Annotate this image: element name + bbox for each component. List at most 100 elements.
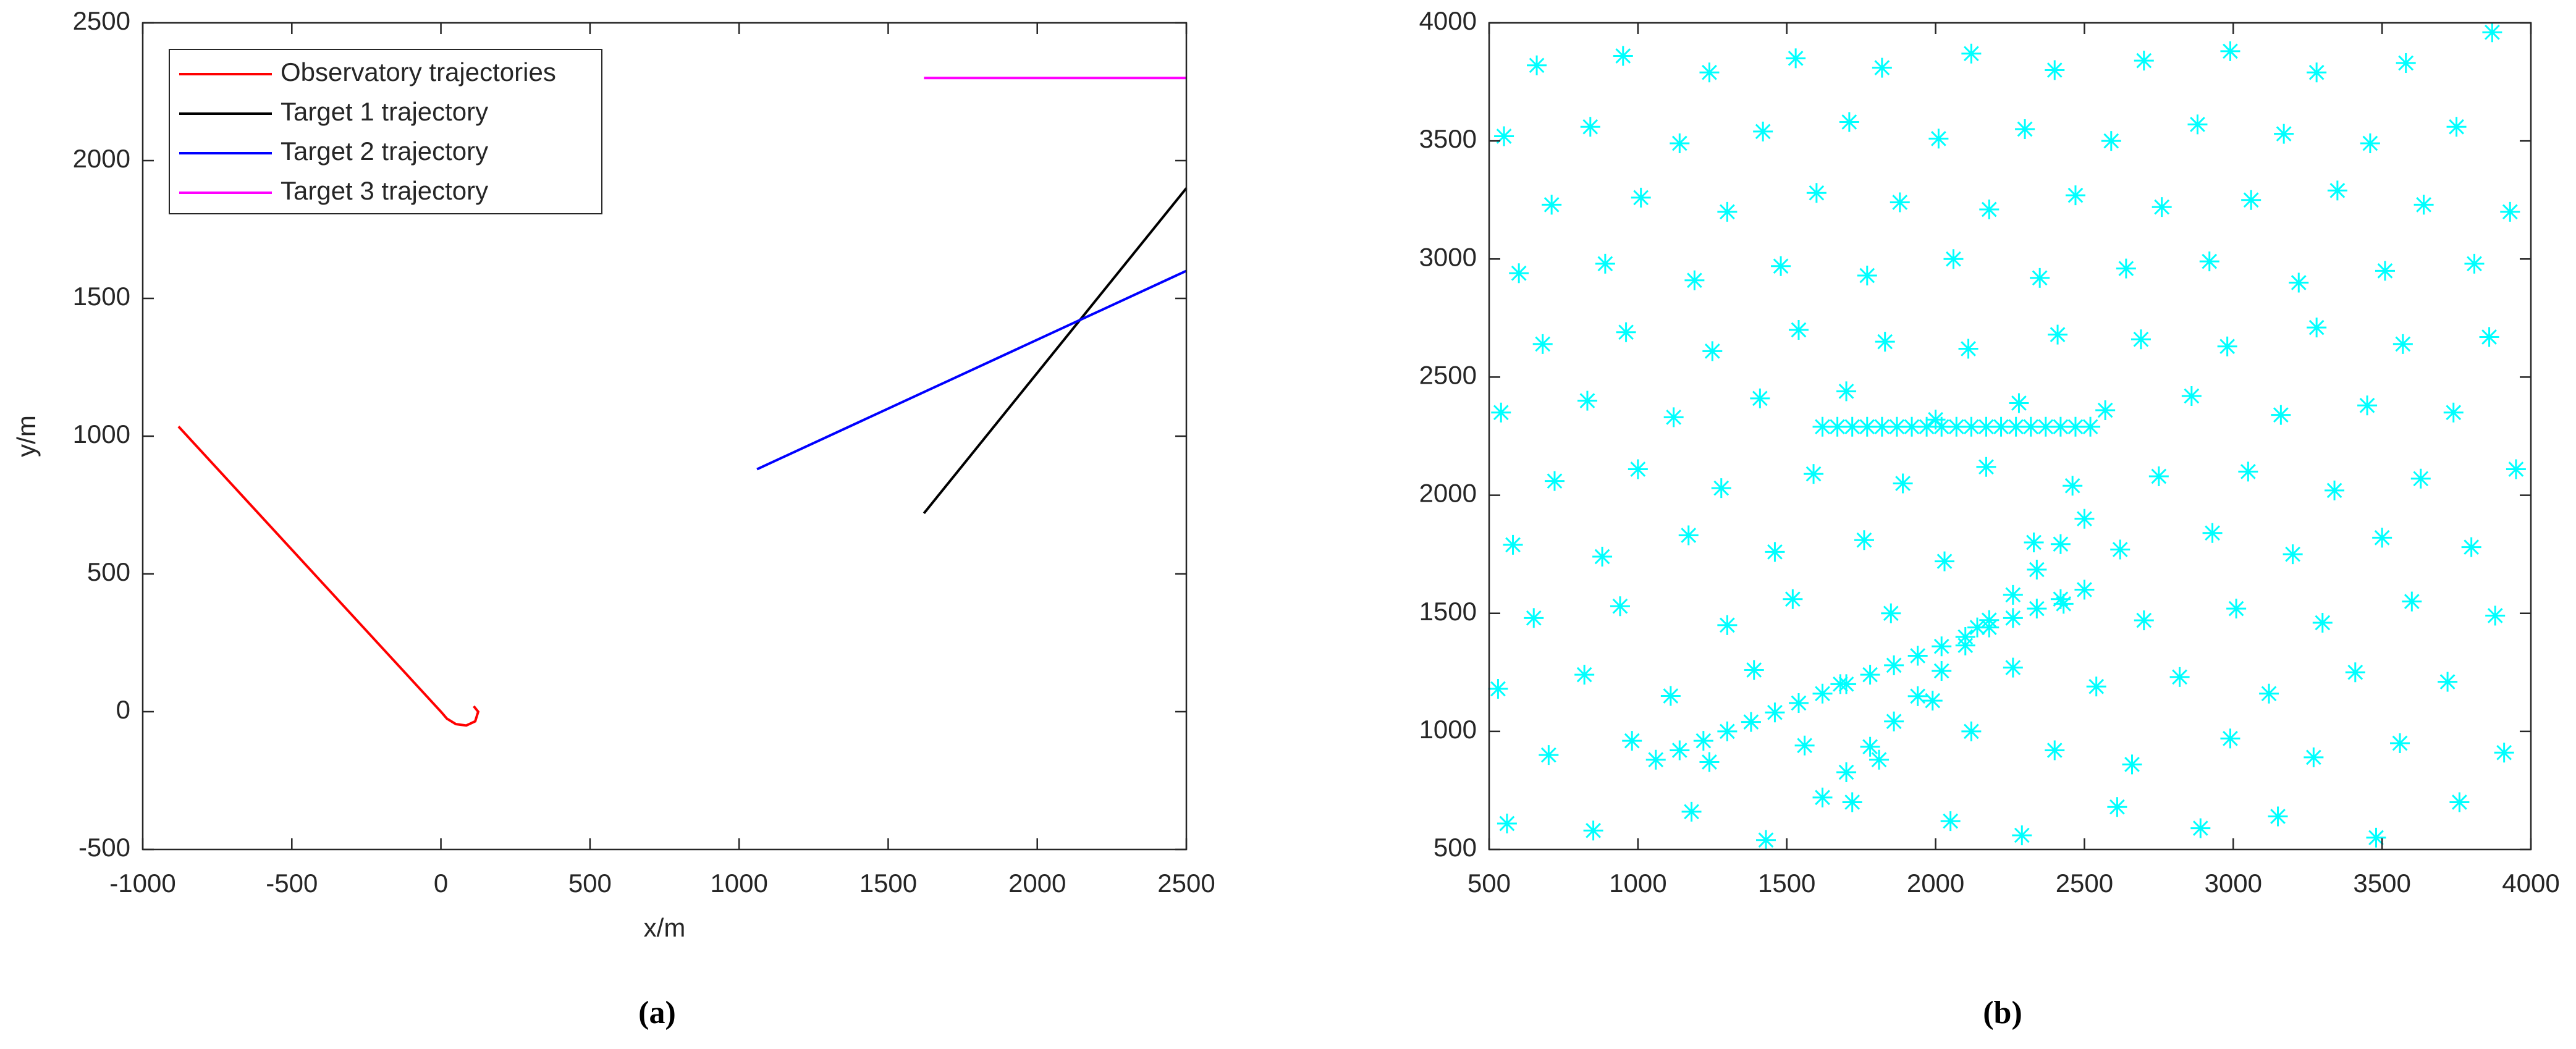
scatter-point: [2187, 114, 2208, 135]
scatter-point: [1503, 534, 1523, 555]
x-tick-label: 0: [434, 869, 448, 898]
scatter-point: [1842, 792, 1862, 812]
scatter-point: [1783, 589, 1803, 609]
y-tick-label: 1500: [1419, 597, 1477, 626]
scatter-point: [2199, 251, 2219, 272]
scatter-point: [1678, 525, 1699, 546]
scatter-point: [1907, 686, 1928, 706]
scatter-point: [2506, 459, 2526, 479]
legend-label: Target 3 trajectory: [281, 176, 488, 205]
scatter-point: [2402, 591, 2422, 612]
scatter-point: [1592, 546, 1613, 567]
scatter-point: [1660, 686, 1681, 706]
scatter-point: [2027, 599, 2047, 619]
scatter-point: [1917, 416, 1937, 437]
scatter-point: [2479, 327, 2499, 347]
scatter-point: [1628, 459, 1648, 479]
subplot: -1000 -500 0 500 1000 1500 2000 2500 -500 0 500 100…: [12, 6, 1215, 1030]
scatter-point: [2116, 258, 2136, 279]
scatter-point: [2241, 190, 2261, 210]
scatter-point: [2003, 657, 2023, 678]
caption: (a): [638, 995, 676, 1030]
scatter-point: [1771, 256, 1791, 276]
scatter-point: [2086, 676, 2106, 697]
scatter-point: [1976, 457, 1996, 477]
scatter-point: [2190, 818, 2211, 838]
x-tick-label: -500: [266, 869, 318, 898]
scatter-point: [1527, 55, 1547, 75]
scatter-point: [1979, 617, 2000, 638]
scatter-point: [1753, 121, 1773, 141]
scatter-point: [1788, 319, 1809, 340]
scatter-point: [2048, 324, 2068, 345]
scatter-point: [2107, 797, 2127, 817]
scatter-point: [2030, 268, 2050, 288]
scatter-point: [2074, 579, 2095, 600]
legend-box: [169, 49, 602, 214]
x-axis-label: x/m: [644, 913, 686, 942]
scatter-point: [2307, 62, 2327, 83]
scatter-point: [2345, 662, 2365, 683]
scatter-point: [1670, 133, 1690, 153]
scatter-point: [2035, 416, 2056, 437]
scatter-point: [1765, 702, 1785, 723]
scatter-point: [2226, 599, 2247, 619]
scatter-point: [1836, 381, 1857, 402]
scatter-point: [2413, 195, 2434, 215]
scatter-point: [1494, 126, 1514, 146]
scatter-point: [1943, 249, 1964, 269]
scatter-point: [2375, 261, 2395, 281]
scatter-point: [2027, 559, 2047, 579]
scatter-point: [1532, 334, 1553, 354]
scatter-point: [2130, 329, 2151, 350]
scatter-point: [2494, 743, 2514, 763]
scatter-point: [1542, 195, 1562, 215]
caption: (b): [1983, 995, 2022, 1030]
scatter-point: [2259, 683, 2279, 704]
scatter-point: [1497, 813, 1517, 833]
scatter-point: [1524, 608, 1544, 628]
scatter-point: [2268, 806, 2288, 827]
scatter-point: [1711, 478, 1731, 499]
scatter-point: [2289, 272, 2309, 293]
scatter-point: [2449, 792, 2470, 812]
scatter-point: [2006, 416, 2026, 437]
scatter-point: [1812, 683, 1833, 704]
scatter-point: [2392, 334, 2413, 354]
legend-label: Target 1 trajectory: [281, 97, 488, 126]
scatter-point: [2390, 733, 2410, 753]
scatter-point: [1765, 542, 1785, 562]
scatter-point: [2357, 395, 2378, 416]
scatter-point: [2500, 201, 2520, 222]
scatter-point: [2372, 528, 2392, 548]
scatter-point: [1610, 596, 1630, 617]
y-tick-label: 3000: [1419, 242, 1477, 271]
x-tick-label: 3000: [2205, 869, 2262, 898]
scatter-point: [1827, 416, 1848, 437]
scatter-point: [2003, 584, 2023, 605]
scatter-point: [1946, 416, 1967, 437]
scatter-point: [1836, 762, 1857, 782]
scatter-point: [2009, 393, 2029, 413]
scatter-point: [2304, 747, 2324, 767]
trajectory-line: [177, 426, 480, 727]
scatter-point: [1935, 551, 1955, 571]
scatter-point: [1854, 530, 1874, 550]
x-tick-label: 2500: [1157, 869, 1215, 898]
scatter-point: [1616, 322, 1636, 342]
scatter-point: [1699, 62, 1720, 83]
scatter-point: [1544, 471, 1565, 491]
scatter-point: [2443, 402, 2464, 423]
scatter-point: [1488, 679, 1508, 699]
subplot: 500 1000 1500 2000 2500 3000 3500 4000 500 1000 15…: [1419, 6, 2560, 1030]
scatter-point: [1699, 752, 1720, 772]
scatter-point: [1509, 263, 1529, 284]
scatter-point: [2050, 416, 2071, 437]
scatter-point: [2238, 461, 2258, 482]
y-tick-label: 500: [87, 557, 130, 586]
scatter-point: [2438, 672, 2458, 692]
x-tick-label: 1500: [859, 869, 917, 898]
scatter-point: [1932, 660, 1952, 681]
scatter-point: [2045, 740, 2065, 760]
x-tick-label: 1000: [1609, 869, 1666, 898]
